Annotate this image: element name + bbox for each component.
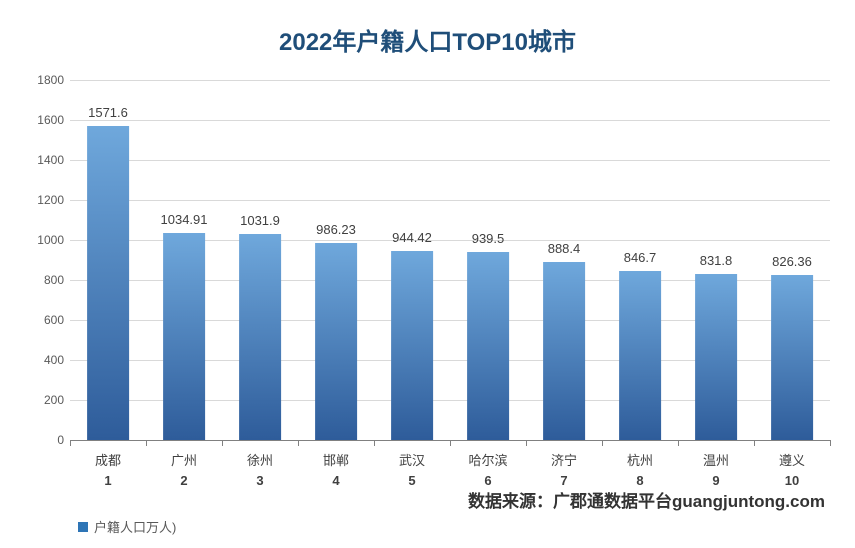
bar (87, 126, 129, 440)
value-label: 944.42 (392, 230, 432, 245)
bar-slot: 944.42武汉5 (374, 80, 450, 440)
value-label: 1571.6 (88, 105, 128, 120)
x-label: 济宁 7 (551, 450, 577, 488)
value-label: 1034.91 (161, 212, 208, 227)
x-label-rank: 3 (247, 473, 273, 488)
x-tick (222, 440, 223, 446)
bar-slot: 986.23邯郸4 (298, 80, 374, 440)
bar (619, 271, 661, 440)
y-tick-label: 1200 (37, 193, 70, 207)
value-label: 939.5 (472, 231, 505, 246)
y-tick-label: 600 (44, 313, 70, 327)
x-label-city: 遵义 (779, 450, 805, 469)
x-tick (70, 440, 71, 446)
x-label-rank: 6 (468, 473, 507, 488)
x-label-city: 邯郸 (323, 450, 349, 469)
legend-swatch (78, 522, 88, 532)
bar-slot: 831.8温州9 (678, 80, 754, 440)
bar (163, 233, 205, 440)
data-source: 数据来源：广郡通数据平台guangjuntong.com (468, 487, 825, 512)
y-tick-label: 0 (57, 433, 70, 447)
y-tick-label: 800 (44, 273, 70, 287)
x-label-city: 杭州 (627, 450, 653, 469)
x-label: 邯郸 4 (323, 450, 349, 488)
bar-slot: 846.7杭州8 (602, 80, 678, 440)
y-tick-label: 1000 (37, 233, 70, 247)
x-label-city: 广州 (171, 450, 197, 469)
x-label-city: 温州 (703, 450, 729, 469)
y-tick-label: 1800 (37, 73, 70, 87)
x-tick (678, 440, 679, 446)
x-tick (754, 440, 755, 446)
x-label-rank: 9 (703, 473, 729, 488)
bar-slot: 826.36遵义10 (754, 80, 830, 440)
bar (771, 275, 813, 440)
x-label-rank: 2 (171, 473, 197, 488)
y-tick-label: 1400 (37, 153, 70, 167)
x-label-city: 济宁 (551, 450, 577, 469)
x-tick (298, 440, 299, 446)
y-tick-label: 400 (44, 353, 70, 367)
x-label: 广州 2 (171, 450, 197, 488)
x-label: 成都 1 (95, 450, 121, 488)
x-label-city: 哈尔滨 (468, 450, 507, 469)
x-label-city: 成都 (95, 450, 121, 469)
bar-slot: 1034.91广州2 (146, 80, 222, 440)
value-label: 888.4 (548, 241, 581, 256)
x-tick (526, 440, 527, 446)
value-label: 831.8 (700, 253, 733, 268)
x-label-rank: 8 (627, 473, 653, 488)
x-label: 武汉 5 (399, 450, 425, 488)
x-label-city: 徐州 (247, 450, 273, 469)
y-tick-label: 1600 (37, 113, 70, 127)
x-tick (450, 440, 451, 446)
bar (391, 251, 433, 440)
legend: 户籍人口万人) (78, 517, 176, 536)
bar (467, 252, 509, 440)
bar-slot: 1571.6成都1 (70, 80, 146, 440)
x-label: 温州 9 (703, 450, 729, 488)
x-label: 遵义 10 (779, 450, 805, 488)
bar (315, 243, 357, 440)
x-label: 杭州 8 (627, 450, 653, 488)
x-label-rank: 7 (551, 473, 577, 488)
legend-label: 户籍人口万人) (94, 517, 176, 536)
x-label: 徐州 3 (247, 450, 273, 488)
x-label-rank: 10 (779, 473, 805, 488)
y-tick-label: 200 (44, 393, 70, 407)
bar-slot: 939.5哈尔滨6 (450, 80, 526, 440)
x-tick (146, 440, 147, 446)
chart-plot-area: 0200400600800100012001400160018001571.6成… (70, 80, 830, 440)
value-label: 846.7 (624, 250, 657, 265)
x-tick (602, 440, 603, 446)
x-label: 哈尔滨 6 (468, 450, 507, 488)
bar-slot: 888.4济宁7 (526, 80, 602, 440)
value-label: 826.36 (772, 254, 812, 269)
x-label-rank: 5 (399, 473, 425, 488)
x-tick (830, 440, 831, 446)
value-label: 1031.9 (240, 213, 280, 228)
bar (695, 274, 737, 440)
bar-slot: 1031.9徐州3 (222, 80, 298, 440)
x-tick (374, 440, 375, 446)
chart-title: 2022年户籍人口TOP10城市 (0, 0, 855, 57)
bar (239, 234, 281, 440)
x-label-city: 武汉 (399, 450, 425, 469)
x-label-rank: 1 (95, 473, 121, 488)
value-label: 986.23 (316, 222, 356, 237)
bar (543, 262, 585, 440)
x-label-rank: 4 (323, 473, 349, 488)
